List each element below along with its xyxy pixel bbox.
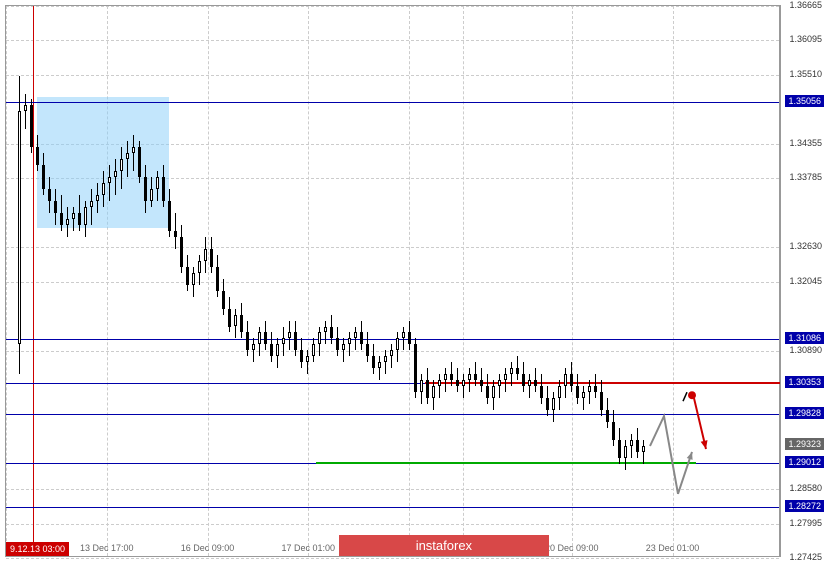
- price-level-tag: 1.35056: [785, 95, 824, 107]
- y-tick-label: 1.32045: [789, 276, 822, 286]
- x-tick-label: 17 Dec 01:00: [281, 543, 335, 553]
- y-tick-label: 1.30890: [789, 345, 822, 355]
- y-tick-label: 1.32630: [789, 241, 822, 251]
- watermark: instaforex: [339, 535, 548, 556]
- x-tick-label: 16 Dec 09:00: [181, 543, 235, 553]
- watermark-text: instaforex: [416, 538, 472, 553]
- price-level-tag: 1.29828: [785, 407, 824, 419]
- y-axis: 1.366651.360951.355101.343551.337851.326…: [780, 5, 824, 557]
- x-tick-label: 13 Dec 17:00: [80, 543, 134, 553]
- x-tick-label-active: 9.12.13 03:00: [6, 542, 69, 556]
- y-tick-label: 1.27425: [789, 552, 822, 562]
- y-tick-label: 1.33785: [789, 172, 822, 182]
- y-tick-label: 1.28580: [789, 483, 822, 493]
- y-tick-label: 1.34355: [789, 138, 822, 148]
- price-level-tag: 1.29012: [785, 456, 824, 468]
- chart-plot-area: 9.12.13 03:00 13 Dec 17:00 16 Dec 09:00 17 …: [5, 5, 780, 557]
- price-level-tag: 1.30353: [785, 376, 824, 388]
- y-tick-label: 1.36095: [789, 34, 822, 44]
- x-tick-label: 23 Dec 01:00: [646, 543, 700, 553]
- y-tick-label: 1.36665: [789, 0, 822, 10]
- y-tick-label: 1.27995: [789, 518, 822, 528]
- y-tick-label: 1.35510: [789, 69, 822, 79]
- forecast-overlay: [6, 6, 781, 558]
- price-level-tag: 1.28272: [785, 500, 824, 512]
- current-price-tag: 1.29323: [785, 438, 824, 450]
- x-tick-label: 20 Dec 09:00: [545, 543, 599, 553]
- price-level-tag: 1.31086: [785, 332, 824, 344]
